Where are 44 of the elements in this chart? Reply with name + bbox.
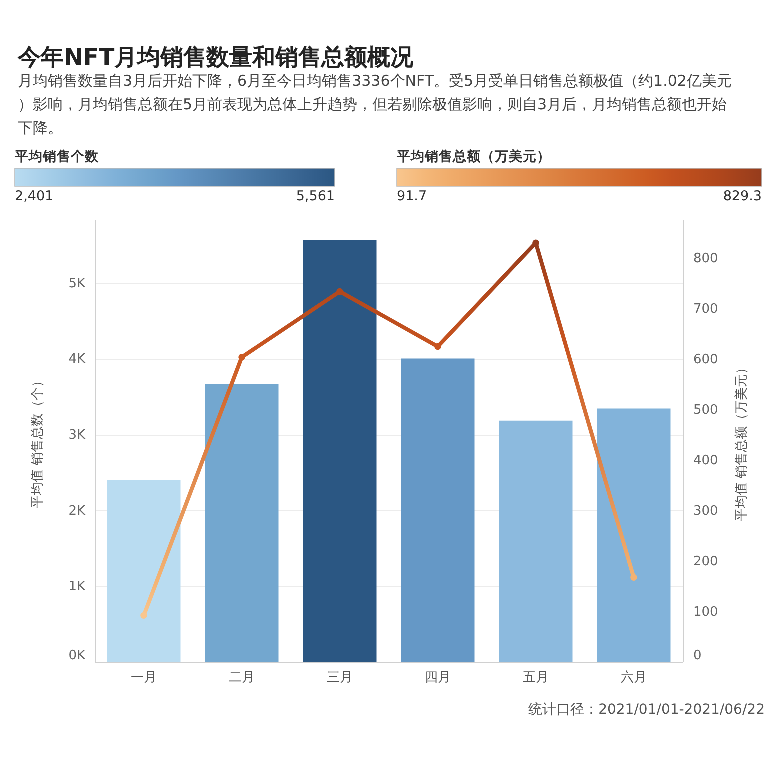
- y-tick-label: 0K: [68, 648, 86, 664]
- y2-tick-label: 300: [694, 504, 718, 519]
- bar: [499, 420, 573, 662]
- text: 91.7: [397, 188, 428, 204]
- point: [434, 343, 442, 350]
- y2-tick-label: 700: [694, 302, 718, 317]
- x-tick-label: 六月: [621, 670, 647, 686]
- x-tick-label: 二月: [229, 670, 255, 686]
- chart-title: 今年NFT月均销售数量和销售总额概况: [17, 45, 415, 71]
- y2-tick-label: 500: [694, 402, 718, 418]
- chart-subtitle: 月均销售数量自3月后开始下降，6月至今日均销售3336个NFT。受5月受单日销售总额极值（约1.02亿美元）影响，月均销售总额在5月前表现为总体上升趋势，但若剔除极值影响，则自3月后，月均销售总额也开始下降。: [18, 72, 732, 137]
- y-tick-label: 2K: [68, 504, 86, 519]
- y2-tick-label: 400: [694, 453, 718, 468]
- bar: [303, 240, 377, 662]
- y2-tick-label: 0: [694, 648, 702, 664]
- x-tick-label: 四月: [425, 670, 451, 686]
- y-tick-label: 1K: [68, 580, 86, 595]
- y-tick-label: 5K: [68, 276, 86, 292]
- y2-axis-title: 平均值 销售总额（万美元）: [733, 361, 750, 522]
- bar: [205, 384, 279, 662]
- point: [336, 288, 344, 296]
- color-bar-label: 5,561: [296, 188, 335, 204]
- text: 平均销售总额（万美元）: [396, 148, 551, 165]
- color-bar-label: 2,401: [15, 188, 54, 204]
- y2-tick-label: 200: [694, 554, 718, 570]
- text: 统计口径：2021/01/01-2021/06/22: [528, 702, 765, 718]
- y2-tick-label: 600: [694, 352, 718, 368]
- point: [532, 240, 540, 246]
- color-bar-title: 平均销售个数: [14, 149, 100, 165]
- bar: [401, 358, 475, 662]
- x-tick-label: 三月: [327, 670, 353, 686]
- point: [630, 574, 638, 581]
- x-tick-label: 五月: [523, 670, 549, 686]
- y-tick-label: 3K: [68, 428, 86, 444]
- bar: [107, 480, 181, 662]
- bar: [597, 408, 671, 662]
- point: [140, 612, 148, 620]
- text: 829.3: [723, 188, 762, 204]
- y2-tick-label: 800: [694, 251, 718, 266]
- point: [238, 354, 246, 361]
- y-axis-title: 平均值 销售总数（个）: [30, 374, 46, 509]
- y-tick-label: 4K: [68, 352, 86, 368]
- y2-tick-label: 100: [694, 604, 718, 620]
- x-tick-label: 一月: [131, 670, 157, 686]
